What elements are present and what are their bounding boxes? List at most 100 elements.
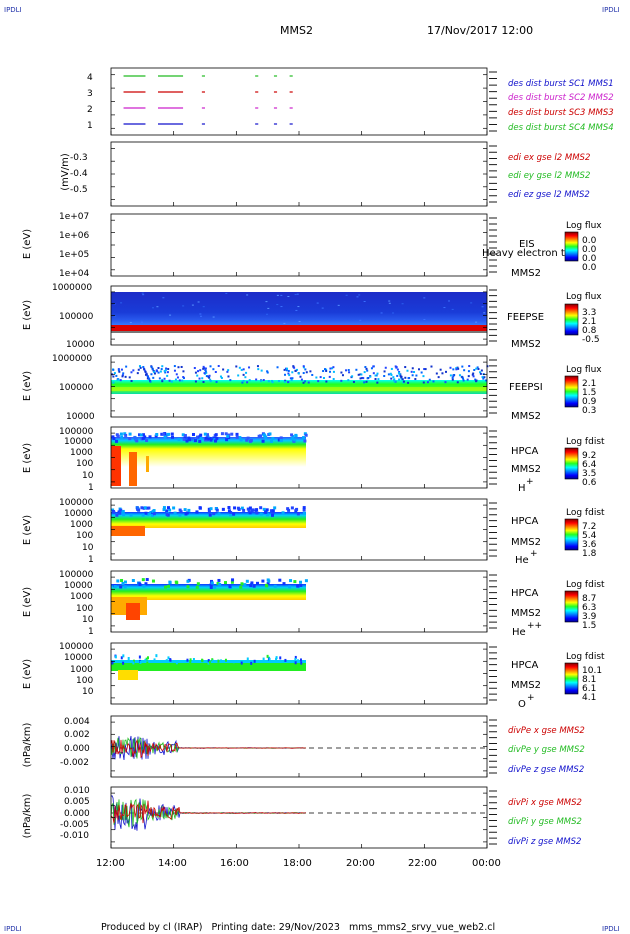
spectrogram-pixel (143, 506, 147, 510)
spectrogram-pixel (181, 379, 184, 382)
spectrogram-pixel (305, 371, 308, 374)
spectrogram-pixel (365, 380, 368, 383)
spectrogram-pixel (317, 380, 320, 383)
spectrogram-pixel (217, 365, 220, 368)
spectrogram-pixel (304, 579, 308, 583)
spectrogram-pixel (461, 376, 464, 379)
spectrogram-pixel (122, 661, 125, 665)
spectrogram-pixel (152, 307, 155, 309)
spectrogram-pixel (297, 306, 300, 308)
trace-line (110, 800, 306, 824)
spectrogram-pixel (239, 438, 243, 442)
page-title: MMS2 (280, 24, 313, 37)
spectrogram-pixel (181, 433, 185, 437)
spectrogram-pixel (123, 585, 127, 589)
spectrogram-pixel (290, 506, 294, 510)
feepse-gray-band (111, 331, 487, 333)
divpe-ylabel: (nPa/km) (22, 723, 33, 768)
spectrogram-pixel (262, 657, 265, 661)
spectrogram-pixel (166, 506, 170, 510)
hpca-o-species: O (518, 699, 526, 710)
spectrogram-pixel (145, 578, 149, 582)
spectrogram-pixel (302, 365, 305, 368)
spectrogram-pixel (376, 372, 379, 375)
spectrogram-pixel (157, 371, 160, 374)
spectrogram-pixel (345, 369, 348, 372)
spectrogram-pixel (266, 513, 270, 517)
spectrogram-pixel (167, 368, 170, 371)
spectrogram-pixel (193, 367, 196, 370)
hpca-o-charge: + (527, 693, 535, 703)
spectrogram-pixel (374, 374, 377, 377)
hpca-he-cbar-l1: 7.2 (582, 522, 596, 532)
spectrogram-pixel (217, 659, 220, 663)
hpca-he-spacecraft: MMS2 (511, 537, 541, 548)
spectrogram-pixel (329, 367, 332, 370)
spectrogram-pixel (390, 373, 393, 376)
spectrogram-pixel (227, 506, 231, 510)
spectrogram-pixel (204, 367, 207, 370)
spectrogram-pixel (162, 506, 166, 510)
spectrogram-pixel (481, 306, 484, 308)
spectrogram-pixel (158, 377, 161, 380)
hpca-he-ylabel: E (eV) (22, 515, 33, 545)
xtick-4: 18:00 (283, 858, 312, 869)
spectrogram-pixel (120, 656, 123, 660)
spectrogram-pixel (150, 366, 153, 369)
spectrogram-pixel (113, 372, 116, 375)
hpca-o-band (111, 662, 306, 671)
spectrogram-pixel (194, 439, 198, 443)
spectrogram-pixel (163, 370, 166, 373)
spectrogram-pixel (122, 372, 125, 375)
hpca-hepp-ytick-2: 10000 (64, 581, 93, 591)
hpca-he-burst (111, 526, 145, 536)
hpca-h-cbar-l3: 3.5 (582, 469, 596, 479)
spectrogram-pixel (296, 659, 299, 663)
spectrogram-pixel (423, 318, 426, 320)
spectrogram-pixel (359, 319, 362, 321)
spectrogram-pixel (265, 301, 268, 303)
spectrogram-pixel (240, 368, 243, 371)
spectrogram-pixel (136, 372, 139, 375)
feepsi-cbar-l3: 0.9 (582, 397, 597, 407)
spectrogram-pixel (205, 375, 208, 378)
spectrogram-pixel (304, 380, 307, 383)
burst-legend-4: des dist burst SC4 MMS4 (508, 123, 614, 133)
spectrogram-pixel (120, 578, 124, 582)
hpca-hepp-ytick-1: 100000 (59, 570, 94, 580)
spectrogram-pixel (184, 512, 188, 516)
spectrogram-pixel (160, 368, 163, 371)
spectrogram-pixel (129, 322, 132, 324)
spectrogram-pixel (128, 432, 132, 436)
spectrogram-pixel (141, 578, 145, 582)
spectrogram-pixel (276, 294, 279, 296)
spectrogram-pixel (172, 506, 176, 510)
spectrogram-pixel (477, 368, 480, 371)
spectrogram-pixel (130, 379, 133, 382)
spectrogram-pixel (449, 366, 452, 369)
feepsi-cbar-l1: 2.1 (582, 379, 596, 389)
spectrogram-pixel (271, 436, 275, 440)
spectrogram-pixel (182, 370, 185, 373)
spectrogram-pixel (164, 369, 167, 372)
feepse-red-band (111, 325, 487, 331)
spectrogram-pixel (267, 579, 271, 583)
spectrogram-pixel (152, 509, 156, 513)
divpe-ytick-3: 0.000 (64, 744, 90, 754)
spectrogram-pixel (253, 659, 256, 663)
colorbar-3 (564, 375, 579, 408)
spectrogram-pixel (473, 368, 476, 371)
spectrogram-pixel (266, 371, 269, 374)
spectrogram-pixel (178, 508, 182, 512)
spectrogram-pixel (287, 369, 290, 372)
spectrogram-pixel (215, 380, 218, 383)
spectrogram-pixel (302, 381, 305, 384)
spectrogram-pixel (194, 371, 197, 374)
spectrogram-pixel (249, 438, 253, 442)
spectrogram-pixel (166, 371, 169, 374)
spectrogram-pixel (141, 433, 145, 437)
spectrogram-pixel (204, 369, 207, 372)
spectrogram-pixel (291, 371, 294, 374)
colorbar-1 (564, 231, 579, 262)
edi-ytick-2: -0.4 (70, 169, 88, 179)
